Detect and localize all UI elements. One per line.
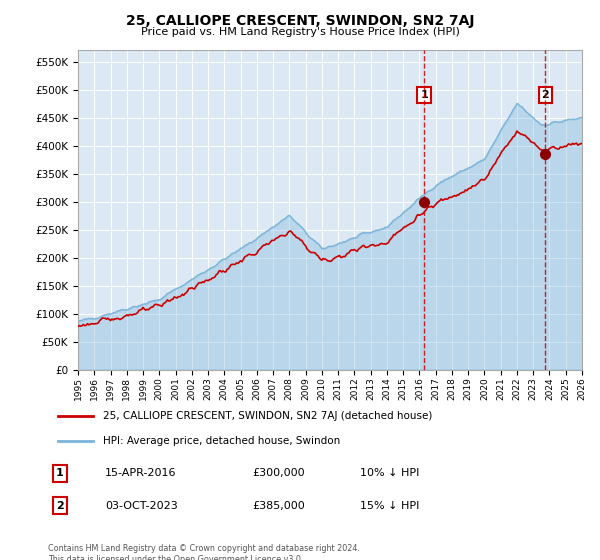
Text: 10% ↓ HPI: 10% ↓ HPI [360, 468, 419, 478]
Text: 2: 2 [56, 501, 64, 511]
Text: Contains HM Land Registry data © Crown copyright and database right 2024.
This d: Contains HM Land Registry data © Crown c… [48, 544, 360, 560]
Text: 25, CALLIOPE CRESCENT, SWINDON, SN2 7AJ: 25, CALLIOPE CRESCENT, SWINDON, SN2 7AJ [126, 14, 474, 28]
Text: 2: 2 [542, 90, 549, 100]
Text: 1: 1 [56, 468, 64, 478]
Text: 15% ↓ HPI: 15% ↓ HPI [360, 501, 419, 511]
Text: £300,000: £300,000 [252, 468, 305, 478]
Text: £385,000: £385,000 [252, 501, 305, 511]
Text: 1: 1 [420, 90, 428, 100]
Text: 03-OCT-2023: 03-OCT-2023 [105, 501, 178, 511]
Text: 15-APR-2016: 15-APR-2016 [105, 468, 176, 478]
Text: Price paid vs. HM Land Registry's House Price Index (HPI): Price paid vs. HM Land Registry's House … [140, 27, 460, 37]
Text: HPI: Average price, detached house, Swindon: HPI: Average price, detached house, Swin… [103, 436, 341, 446]
Text: 25, CALLIOPE CRESCENT, SWINDON, SN2 7AJ (detached house): 25, CALLIOPE CRESCENT, SWINDON, SN2 7AJ … [103, 411, 433, 421]
